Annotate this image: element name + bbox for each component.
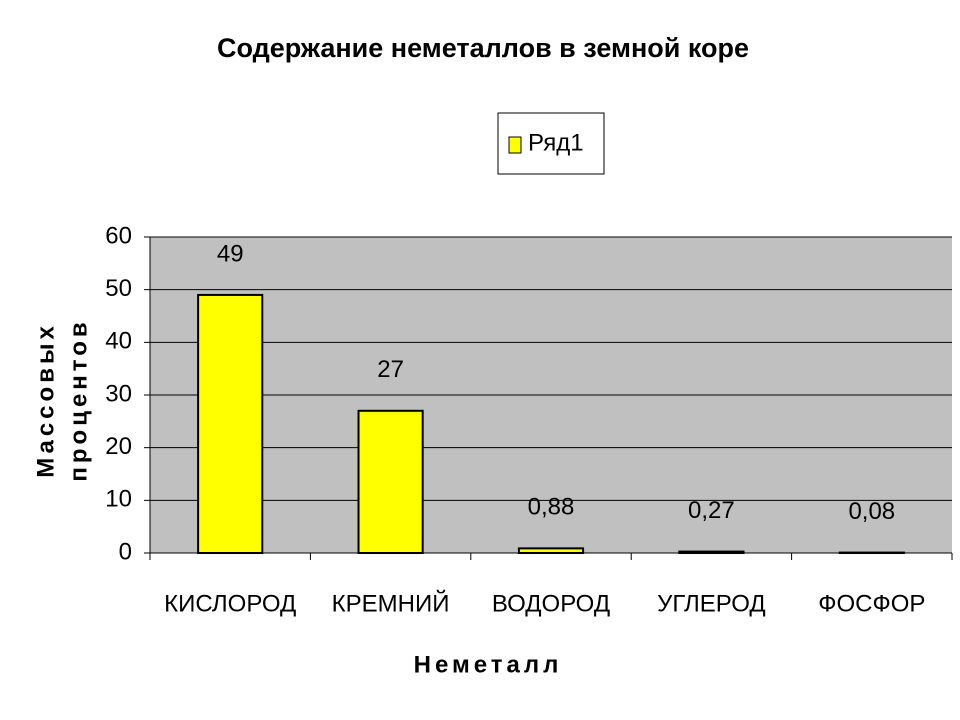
bar bbox=[357, 409, 424, 554]
bar bbox=[678, 550, 745, 555]
data-label: 27 bbox=[377, 356, 404, 383]
legend-swatch bbox=[508, 136, 522, 154]
y-tick-label: 0 bbox=[119, 538, 132, 565]
data-label: 0,27 bbox=[688, 497, 735, 524]
x-tick-label: КРЕМНИЙ bbox=[332, 589, 450, 617]
y-tick-label: 40 bbox=[105, 328, 132, 355]
x-tick-label: КИСЛОРОД bbox=[164, 590, 296, 617]
y-tick-label: 60 bbox=[105, 222, 132, 249]
legend-label: Ряд1 bbox=[528, 129, 584, 156]
data-label: 0,88 bbox=[528, 494, 575, 521]
y-axis-title: процентов bbox=[65, 318, 92, 481]
data-label: 0,08 bbox=[848, 498, 895, 525]
x-axis-title: Неметалл bbox=[414, 651, 563, 678]
y-tick-label: 50 bbox=[105, 275, 132, 302]
y-tick-label: 10 bbox=[105, 486, 132, 513]
y-tick-label: 30 bbox=[105, 380, 132, 407]
bar bbox=[197, 293, 264, 554]
x-tick-label: ФОСФОР bbox=[818, 590, 925, 617]
x-tick-label: УГЛЕРОД bbox=[657, 590, 766, 617]
x-tick-label: ВОДОРОД bbox=[492, 590, 610, 617]
bar bbox=[517, 547, 585, 555]
y-tick-label: 20 bbox=[105, 433, 132, 460]
chart-title: Содержание неметаллов в земной коре bbox=[217, 33, 749, 63]
y-axis-title: Массовых bbox=[32, 322, 59, 478]
data-label: 49 bbox=[217, 240, 244, 267]
